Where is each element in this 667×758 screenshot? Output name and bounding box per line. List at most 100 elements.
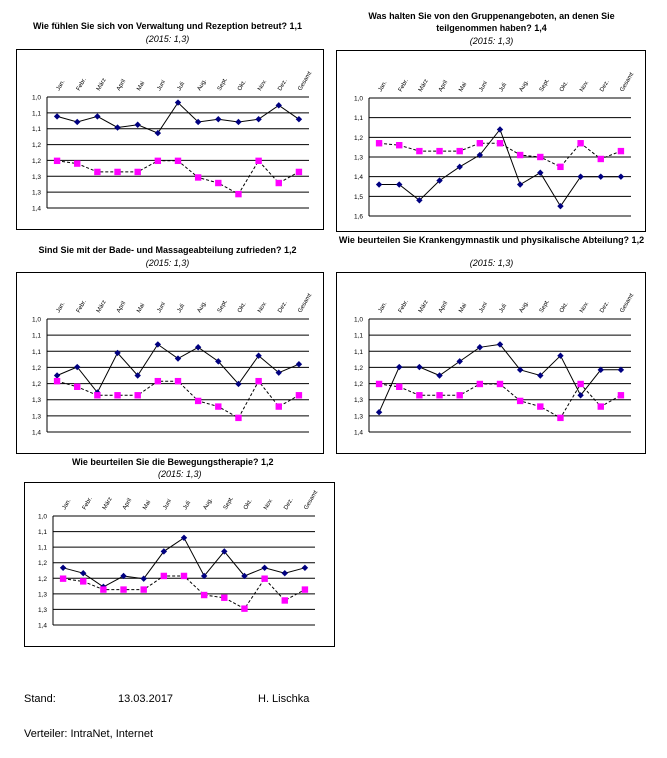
- x-tick-label: Juli: [177, 81, 187, 92]
- data-point-square: [94, 392, 101, 399]
- data-point-diamond: [255, 116, 262, 123]
- chart-title: Was halten Sie von den Gruppenangeboten,…: [368, 11, 615, 33]
- data-point-diamond: [215, 358, 222, 365]
- data-point-diamond: [456, 358, 463, 365]
- x-tick-label: Gesamt: [619, 72, 635, 93]
- data-point-square: [281, 597, 288, 604]
- x-tick-label: März: [96, 77, 108, 92]
- y-tick-label: 1,2: [38, 560, 47, 567]
- y-tick-label: 1,4: [32, 430, 41, 437]
- y-tick-label: 1,0: [354, 96, 363, 103]
- data-point-diamond: [416, 197, 423, 204]
- data-point-diamond: [134, 372, 141, 379]
- data-point-square: [516, 151, 524, 159]
- data-point-diamond: [295, 116, 303, 123]
- data-point-square: [154, 157, 162, 165]
- data-point-square: [416, 147, 423, 155]
- chart-title: Wie beurteilen Sie Krankengymnastik und …: [338, 235, 645, 245]
- data-point-square: [174, 377, 182, 385]
- data-point-diamond: [174, 99, 182, 106]
- x-tick-label: Gesamt: [297, 71, 313, 92]
- data-point-square: [436, 147, 443, 155]
- footer-date: 13.03.2017: [118, 693, 174, 705]
- y-tick-label: 1,2: [354, 381, 363, 388]
- x-tick-label: Jan.: [62, 498, 73, 511]
- data-point-square: [241, 605, 248, 612]
- y-tick-label: 1,0: [354, 317, 363, 324]
- x-tick-label: April: [116, 301, 127, 314]
- series-line-2016: [378, 343, 621, 413]
- x-tick-label: Sept.: [217, 77, 229, 92]
- y-tick-label: 1,1: [32, 349, 41, 356]
- x-tick-label: Juni: [162, 498, 173, 511]
- x-tick-label: Mai: [142, 500, 152, 511]
- y-tick-label: 1,5: [354, 194, 363, 201]
- x-tick-label: Okt.: [237, 301, 248, 314]
- footer-verteiler: Verteiler: IntraNet, Internet: [24, 728, 154, 740]
- y-tick-label: 1,1: [32, 333, 41, 340]
- data-point-square: [375, 140, 383, 147]
- data-point-square: [436, 392, 443, 399]
- x-tick-label: Nov.: [263, 497, 274, 511]
- data-point-diamond: [194, 344, 202, 351]
- x-tick-label: März: [418, 299, 430, 314]
- data-point-diamond: [180, 534, 188, 541]
- data-point-diamond: [396, 181, 403, 188]
- chart-subtitle: (2015: 1,3): [469, 36, 514, 46]
- data-point-diamond: [375, 181, 383, 188]
- data-point-square: [134, 168, 141, 176]
- y-tick-label: 1,1: [32, 110, 41, 117]
- data-point-diamond: [114, 124, 121, 131]
- data-point-diamond: [476, 151, 484, 159]
- y-tick-label: 1,6: [354, 214, 363, 221]
- data-point-square: [295, 168, 303, 176]
- series-line-2015: [57, 159, 300, 195]
- data-point-diamond: [375, 409, 383, 416]
- y-tick-label: 1,3: [32, 413, 41, 420]
- x-tick-label: Aug.: [197, 300, 209, 314]
- x-tick-label: Febr.: [82, 496, 94, 511]
- data-point-diamond: [154, 129, 162, 137]
- data-point-square: [537, 403, 544, 410]
- data-point-square: [577, 140, 584, 147]
- y-tick-label: 1,3: [32, 174, 41, 181]
- x-tick-label: März: [102, 496, 114, 511]
- data-point-square: [160, 572, 168, 580]
- data-point-diamond: [80, 570, 87, 577]
- data-point-square: [456, 147, 463, 155]
- data-point-square: [235, 190, 242, 198]
- x-tick-label: Juli: [499, 82, 509, 93]
- y-tick-label: 1,3: [38, 607, 47, 614]
- y-tick-label: 1,1: [32, 126, 41, 133]
- chart-frame: 1,0 1,1 1,2 1,3 1,4 1,5 1,6 Jan. Febr. März April M…: [336, 50, 646, 232]
- y-tick-label: 1,2: [32, 381, 41, 388]
- data-point-square: [261, 575, 268, 582]
- y-tick-label: 1,0: [32, 317, 41, 324]
- data-point-square: [577, 380, 584, 388]
- line-chart-bade-massage: 1,0 1,1 1,1 1,2 1,2 1,3 1,3 1,4 Jan. Febr. März Apr…: [32, 293, 313, 437]
- x-tick-label: Juli: [499, 303, 509, 314]
- chart-subtitle: (2015: 1,3): [469, 258, 514, 268]
- y-tick-label: 1,1: [38, 529, 47, 536]
- x-tick-label: Dez.: [283, 497, 295, 511]
- data-point-square: [557, 414, 564, 422]
- x-tick-label: Okt.: [243, 498, 254, 511]
- data-point-square: [295, 392, 303, 399]
- chart-panel-gruppenangebote: Was halten Sie von den Gruppenangeboten,…: [330, 8, 653, 232]
- x-tick-label: Jan.: [56, 301, 67, 314]
- x-tick-label: Dez.: [599, 79, 611, 93]
- chart-subtitle: (2015: 1,3): [145, 258, 190, 268]
- x-tick-label: Nov.: [579, 300, 590, 314]
- data-point-square: [476, 380, 484, 388]
- x-tick-label: Dez.: [277, 300, 289, 314]
- x-tick-label: März: [418, 78, 430, 93]
- y-tick-label: 1,4: [32, 206, 41, 213]
- data-point-square: [557, 163, 564, 171]
- data-point-diamond: [134, 121, 141, 128]
- data-point-diamond: [295, 361, 303, 368]
- y-tick-label: 1,3: [354, 413, 363, 420]
- data-point-square: [255, 377, 262, 385]
- data-point-square: [114, 392, 121, 399]
- x-tick-label: Febr.: [398, 299, 410, 314]
- line-chart-gruppenangebote: 1,0 1,1 1,2 1,3 1,4 1,5 1,6 Jan. Febr. März April M…: [354, 72, 635, 221]
